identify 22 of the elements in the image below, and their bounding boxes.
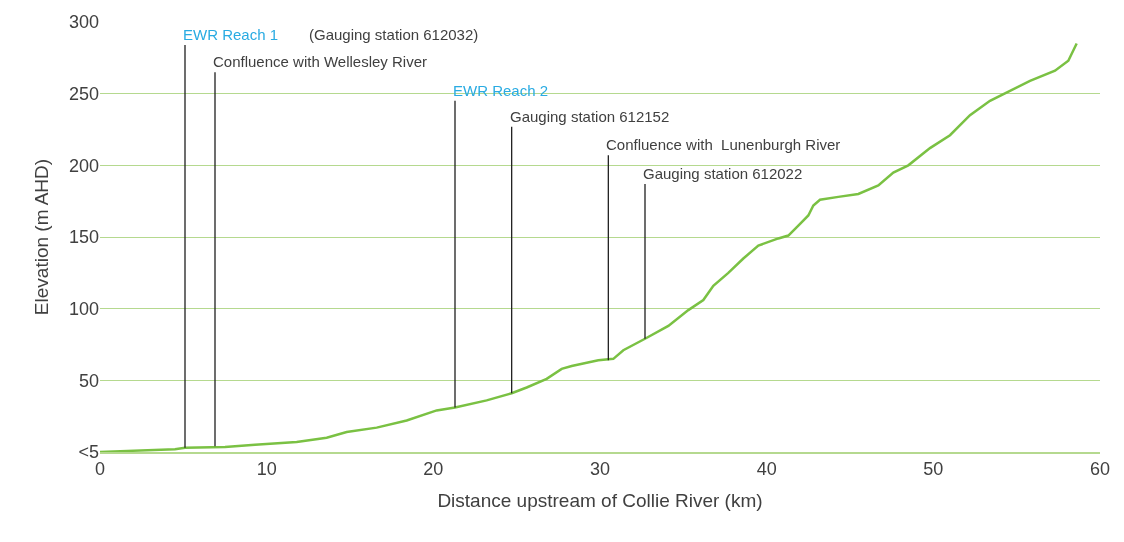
x-tick-label: 10 — [256, 459, 277, 480]
y-tick-label: 200 — [68, 155, 99, 176]
x-tick-label: 50 — [923, 459, 944, 480]
annotation: EWR Reach 2 — [453, 82, 549, 99]
x-tick-label: 40 — [756, 459, 777, 480]
x-tick-label: 30 — [589, 459, 611, 480]
y-axis-title: Elevation (m AHD) — [30, 158, 52, 316]
x-tick-label: 60 — [1089, 459, 1111, 480]
annotation: Gauging station 612022 — [643, 165, 803, 182]
x-tick-label: 20 — [423, 459, 444, 480]
y-tick-label: 300 — [68, 12, 99, 33]
annotation: Gauging station 612152 — [510, 108, 670, 125]
annotation: Confluence with Lunenburgh River — [606, 136, 841, 153]
y-tick-label: 50 — [78, 370, 99, 391]
annotation: EWR Reach 1 — [183, 26, 279, 43]
y-tick-label: 150 — [68, 227, 99, 248]
line-series — [100, 42, 1078, 452]
annotation: Confluence with Wellesley River — [213, 53, 427, 70]
y-tick-label: 250 — [68, 83, 99, 104]
x-axis-title: Distance upstream of Collie River (km) — [437, 489, 763, 511]
y-tick-label: 100 — [68, 298, 99, 319]
annotation: (Gauging station 612032) — [309, 26, 479, 43]
